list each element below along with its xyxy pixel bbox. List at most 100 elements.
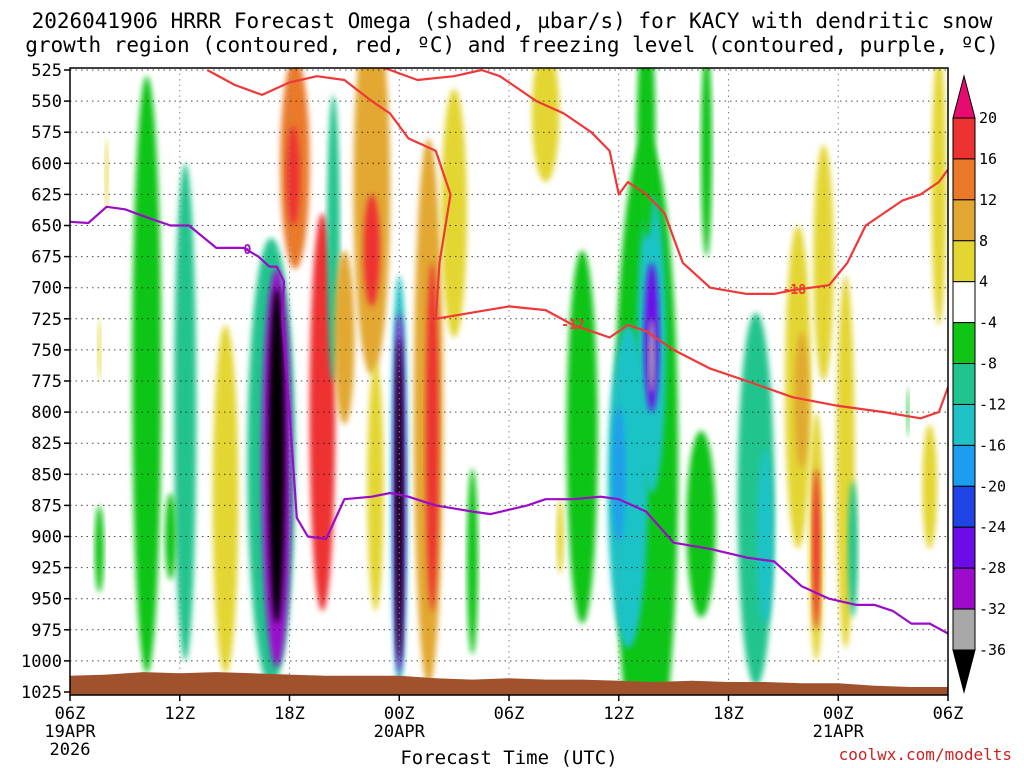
colorbar-label-13: -36 [979, 641, 1006, 659]
colorbar-label-6: -8 [979, 355, 997, 373]
y-tick-label-17: 950 [31, 590, 62, 610]
omega-cell-25 [931, 68, 947, 325]
omega-cell-34 [466, 468, 478, 655]
colorbar-label-2: 12 [979, 191, 997, 209]
x-tick-label-0: 06Z [55, 704, 86, 724]
colorbar-bin-8 [952, 444, 976, 487]
omega-cell-36 [363, 194, 380, 307]
y-tick-label-13: 850 [31, 465, 62, 485]
y-tick-label-14: 875 [31, 496, 62, 516]
contour-layer: -12 -18 0 [70, 68, 948, 695]
x-tick-label-1: 12Z [164, 704, 195, 724]
colorbar-label-0: 20 [979, 109, 997, 127]
colorbar-bin-12 [952, 608, 976, 651]
omega-cell-47 [97, 318, 102, 381]
colorbar-bin-0 [952, 117, 976, 160]
omega-cell-18 [268, 287, 285, 624]
omega-cell-23 [367, 362, 384, 612]
x-tick-label-5: 12Z [603, 704, 634, 724]
colorbar-label-4: 4 [979, 273, 988, 291]
colorbar-label-3: 8 [979, 232, 988, 250]
x-tick-label-4: 06Z [494, 704, 525, 724]
chart-title-line1: 2026041906 HRRR Forecast Omega (shaded, … [32, 9, 993, 33]
y-tick-label-4: 625 [31, 185, 62, 205]
omega-cell-2 [132, 76, 162, 674]
x-tick-label-3: 00Z [384, 704, 415, 724]
y-tick-label-1: 550 [31, 92, 62, 112]
y-tick-label-10: 775 [31, 372, 62, 392]
y-tick-label-19: 1000 [21, 652, 62, 672]
colorbar-bin-10 [952, 526, 976, 569]
y-tick-label-6: 675 [31, 248, 62, 268]
omega-cell-8 [566, 250, 598, 624]
y-tick-label-2: 575 [31, 123, 62, 143]
colorbar-label-9: -20 [979, 477, 1006, 495]
y-tick-label-20: 1025 [21, 683, 62, 703]
omega-cell-38 [612, 405, 626, 543]
omega-cell-31 [395, 337, 403, 661]
omega-cell-40 [812, 468, 821, 630]
omega-cell-30 [756, 449, 774, 624]
y-tick-label-11: 800 [31, 403, 62, 423]
x-axis-label: Forecast Time (UTC) [400, 747, 617, 768]
omega-cell-48 [906, 387, 910, 437]
colorbar-label-11: -28 [979, 559, 1006, 577]
y-axis: 525 550 575 600 625 650 675 700 725 750 775 800 825 8… [21, 61, 70, 703]
omega-cell-19 [686, 430, 716, 618]
y-tick-label-9: 750 [31, 341, 62, 361]
y-tick-label-16: 925 [31, 559, 62, 579]
colorbar-bin-3 [952, 240, 976, 283]
colorbar-top-arrow [952, 74, 976, 119]
colorbar: 20 16 12 8 4 -4 -8 -12 -16 -20 -24 -28 -32 -36 [952, 74, 1006, 694]
y-tick-label-3: 600 [31, 154, 62, 174]
chart-title-line2: growth region (contoured, red, ºC) and f… [25, 33, 999, 57]
colorbar-label-10: -24 [979, 518, 1006, 536]
colorbar-bin-11 [952, 567, 976, 610]
colorbar-bin-1 [952, 158, 976, 201]
omega-cell-9 [174, 163, 197, 661]
colorbar-bottom-arrow [952, 649, 976, 694]
colorbar-label-5: -4 [979, 314, 997, 332]
plot-area: -12 -18 0 [70, 68, 948, 695]
contour-line-freezing-level-0c [70, 205, 948, 635]
y-tick-label-12: 825 [31, 434, 62, 454]
contour-label-freezing-level-0c: 0 [244, 243, 252, 258]
omega-cell-24 [637, 68, 656, 238]
omega-cell-29 [334, 250, 355, 425]
omega-cell-45 [648, 318, 655, 394]
terrain-area [70, 672, 948, 695]
x-date-label-7: 21APR [813, 722, 865, 742]
omega-cell-41 [286, 125, 300, 226]
omega-cell-39 [847, 480, 858, 618]
y-tick-label-5: 650 [31, 217, 62, 237]
colorbar-bin-5 [952, 322, 976, 365]
x-year-label-0: 2026 [50, 740, 91, 760]
omega-cell-46 [104, 138, 109, 213]
x-tick-label-8: 06Z [933, 704, 964, 724]
contour-line-dendritic-growth-12c [206, 69, 948, 420]
x-tick-label-2: 18Z [274, 704, 305, 724]
omega-cell-16 [441, 88, 467, 338]
y-tick-label-0: 525 [31, 61, 62, 81]
x-date-label-0: 19APR [44, 722, 96, 742]
colorbar-bin-9 [952, 485, 976, 528]
omega-cell-26 [531, 68, 560, 182]
contour-label-dendritic-growth-12c: -12 [561, 318, 584, 333]
colorbar-label-7: -12 [979, 395, 1006, 413]
omega-cell-42 [165, 493, 177, 580]
colorbar-label-12: -32 [979, 600, 1006, 618]
y-tick-label-7: 700 [31, 279, 62, 299]
contour-label-dendritic-growth-18c: -18 [783, 283, 807, 298]
colorbar-label-1: 16 [979, 150, 997, 168]
colorbar-bin-2 [952, 199, 976, 242]
x-tick-label-6: 18Z [713, 704, 744, 724]
colorbar-bin-6 [952, 363, 976, 405]
colorbar-bin-4 [952, 281, 976, 324]
omega-cell-20 [813, 144, 834, 381]
x-tick-label-7: 00Z [823, 704, 854, 724]
y-tick-label-18: 975 [31, 621, 62, 641]
omega-cell-37 [922, 424, 937, 549]
omega-shading-layer [94, 68, 947, 695]
